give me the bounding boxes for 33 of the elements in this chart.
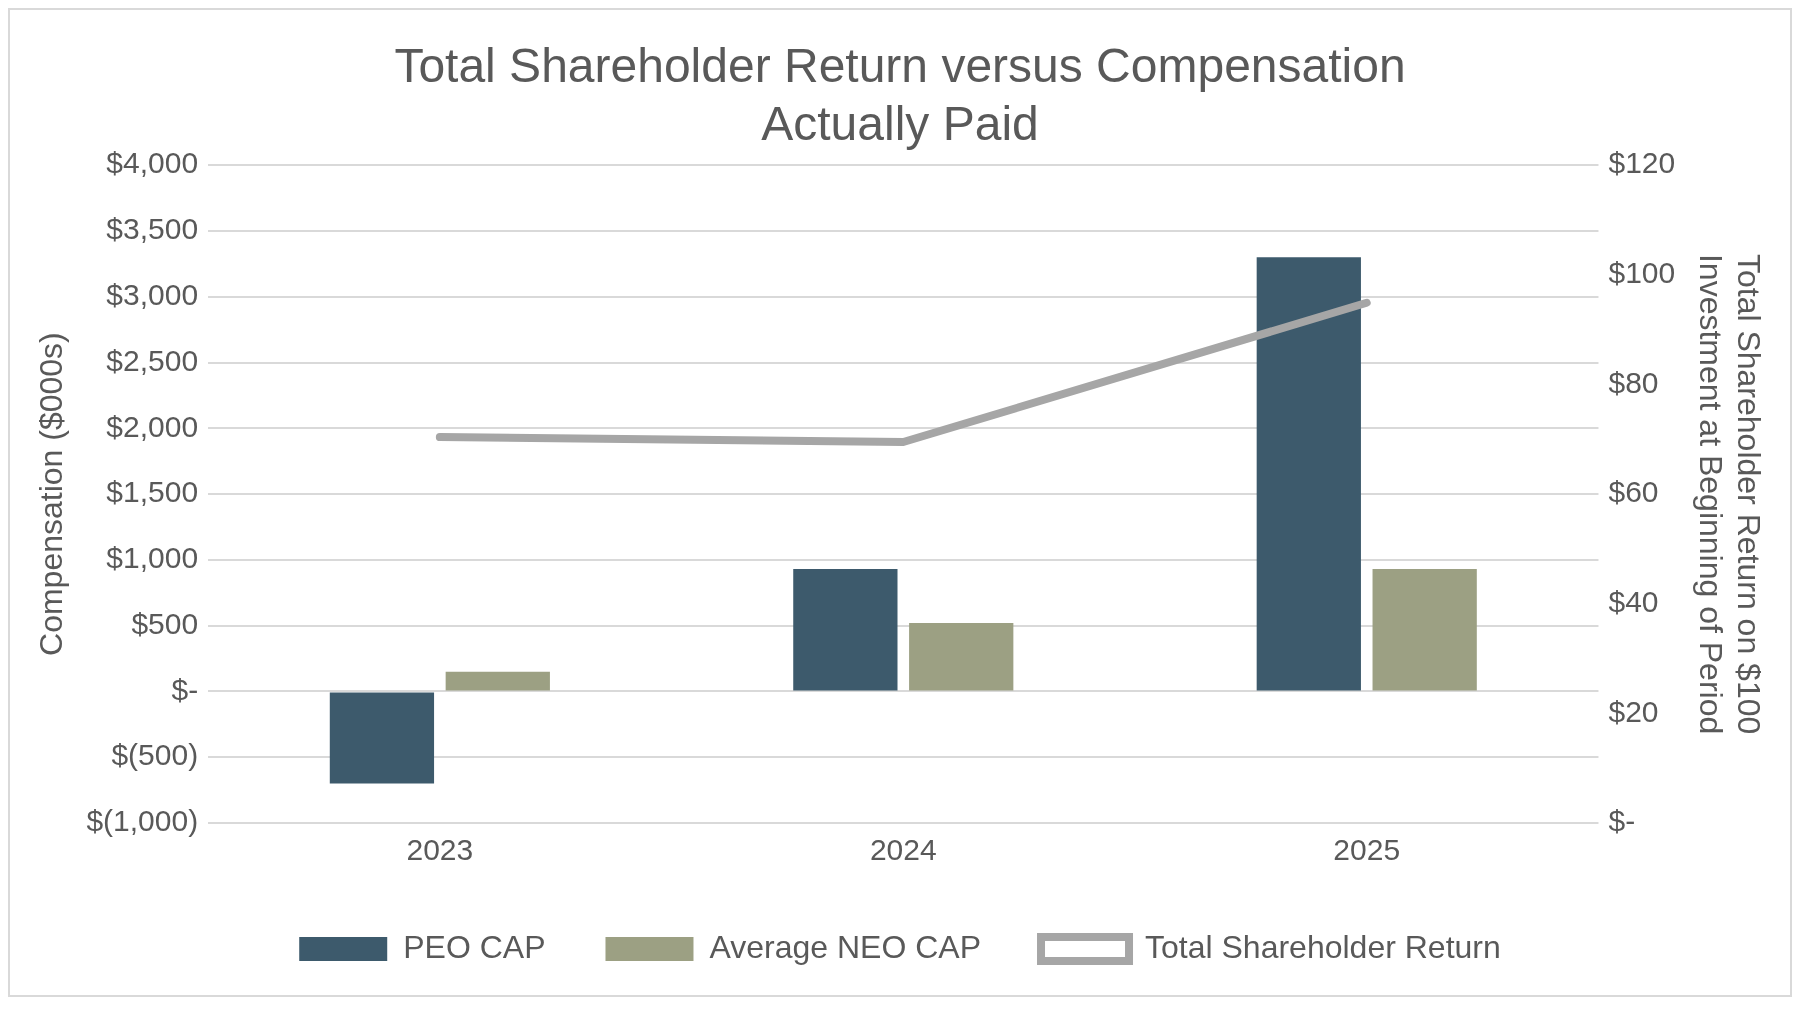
y-tick-label: $3,000 <box>106 278 199 312</box>
bar <box>1372 569 1477 691</box>
y-tick-label: $(1,000) <box>86 804 199 838</box>
y-tick-label: $4,000 <box>106 146 199 180</box>
y-tick-label: $- <box>171 672 199 706</box>
y2-tick-label: $20 <box>1608 694 1659 728</box>
y-tick-label: $2,500 <box>106 343 199 377</box>
legend-label: PEO CAP <box>403 928 546 965</box>
legend-label: Total Shareholder Return <box>1145 928 1501 965</box>
bar <box>1256 257 1361 691</box>
bar <box>445 671 550 691</box>
y-tick-label: $1,500 <box>106 475 199 509</box>
x-tick-label: 2025 <box>1333 833 1401 867</box>
y2-tick-label: $40 <box>1608 585 1659 618</box>
y2-tick-label: $- <box>1608 804 1636 838</box>
y2-tick-label: $120 <box>1608 146 1676 180</box>
legend-label: Average NEO CAP <box>709 928 982 965</box>
y2-axis-title: Total Shareholder Return on $100 Investment at Beginning of Period <box>1692 253 1767 735</box>
y-tick-label: $3,500 <box>106 212 199 246</box>
y2-tick-label: $100 <box>1608 256 1676 290</box>
bar <box>909 623 1014 691</box>
y-tick-label: $(500) <box>111 738 199 772</box>
y-tick-label: $1,000 <box>106 541 199 575</box>
x-tick-label: 2024 <box>869 833 937 867</box>
bar <box>793 569 898 691</box>
x-tick-label: 2023 <box>406 833 474 867</box>
y2-tick-label: $80 <box>1608 365 1659 399</box>
bar <box>329 692 435 784</box>
y-tick-label: $2,000 <box>106 409 199 443</box>
y-tick-label: $500 <box>131 606 199 640</box>
y2-tick-label: $60 <box>1608 475 1659 509</box>
y-axis-title: Compensation ($000s) <box>33 332 70 656</box>
chart-title: Total Shareholder Return versus Compensation Actually Paid <box>394 39 1406 150</box>
